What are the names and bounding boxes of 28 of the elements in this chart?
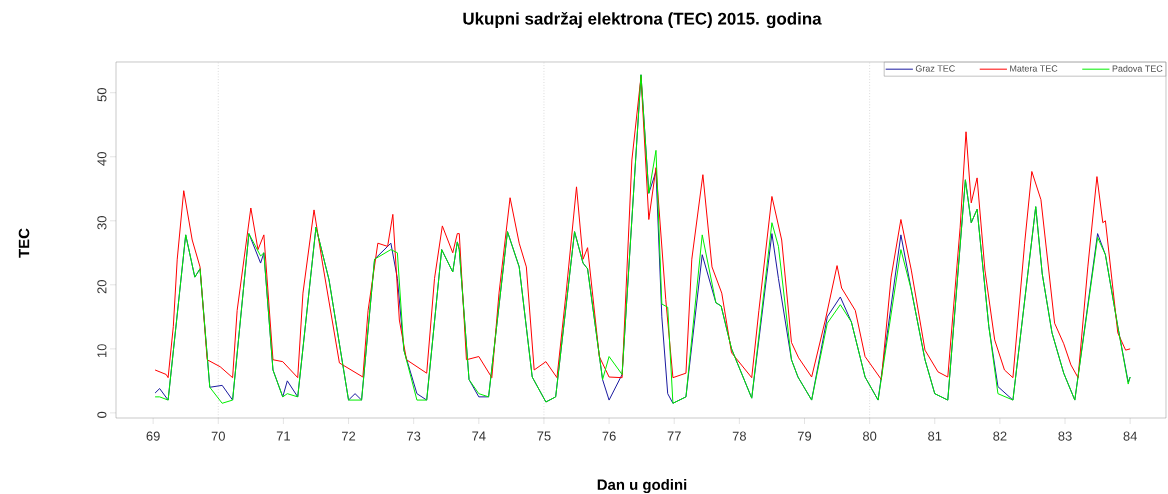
x-tick-label: 75 xyxy=(537,431,551,441)
x-tick-label: 72 xyxy=(342,431,356,441)
x-tick-label: 78 xyxy=(732,431,746,441)
x-tick-label: 74 xyxy=(472,431,486,441)
x-tick-label: 71 xyxy=(276,431,290,441)
y-axis-title: TEC xyxy=(18,228,30,258)
x-axis-title: Dan u godini xyxy=(597,479,687,493)
legend-label: Graz TEC xyxy=(915,65,955,72)
y-tick-label: 50 xyxy=(97,88,107,102)
y-tick-label: 40 xyxy=(97,152,107,166)
y-tick-label: 0 xyxy=(97,411,107,418)
y-tick-label: 10 xyxy=(97,344,107,358)
x-tick-label: 79 xyxy=(797,431,812,441)
x-tick-label: 73 xyxy=(407,431,421,441)
x-tick-label: 70 xyxy=(211,431,225,441)
y-tick-label: 30 xyxy=(97,216,107,230)
x-tick-label: 84 xyxy=(1123,431,1137,441)
x-tick-label: 80 xyxy=(862,431,877,441)
y-tick-label: 20 xyxy=(97,280,107,294)
legend-label: Padova TEC xyxy=(1112,65,1163,72)
chart-title: Ukupni sadržaj elektrona (TEC) 2015. godina xyxy=(463,11,822,29)
x-tick-label: 81 xyxy=(928,431,942,441)
x-tick-label: 83 xyxy=(1058,431,1072,441)
x-tick-label: 76 xyxy=(602,431,616,441)
x-tick-label: 77 xyxy=(667,431,681,441)
x-tick-label: 82 xyxy=(993,431,1007,441)
x-tick-label: 69 xyxy=(146,431,160,441)
legend-label: Matera TEC xyxy=(1010,65,1058,72)
